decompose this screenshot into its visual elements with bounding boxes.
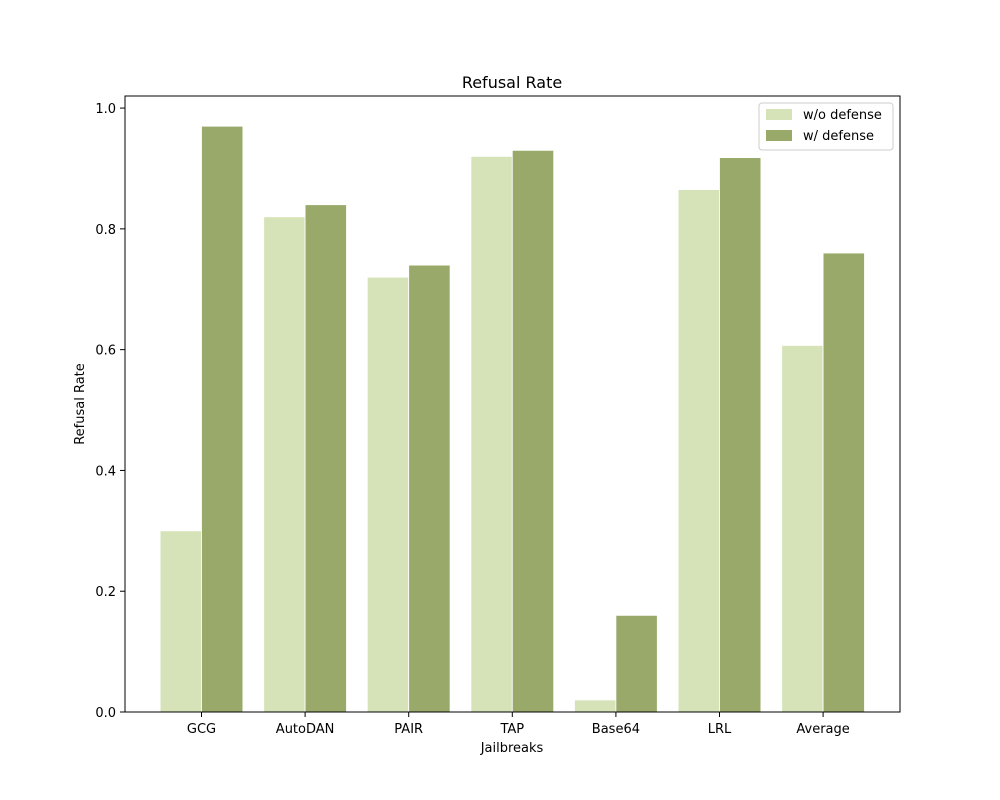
bar-with-defense-pair [408,264,451,713]
legend: w/o defense w/ defense [758,102,894,151]
x-tick-label: Average [796,722,849,737]
bar-without-defense-pair [366,276,410,713]
y-tick-label: 0.8 [95,223,116,238]
bar-without-defense-gcg [159,530,202,713]
bar-with-defense-gcg [201,125,244,713]
bar-with-defense-average [822,252,865,713]
legend-swatch-with-defense [766,130,792,141]
y-axis-label: Refusal Rate [73,363,88,445]
bar-without-defense-average [781,345,824,713]
x-axis-label: Jailbreaks [480,741,544,756]
x-axis: GCG AutoDAN PAIR TAP Base64 LRL Average [187,712,850,737]
y-axis: 0.0 0.2 0.4 0.6 0.8 1.0 [95,102,125,721]
bar-without-defense-base64 [574,699,617,713]
bar-without-defense-lrl [677,189,720,713]
bar-without-defense-tap [470,155,513,713]
x-tick-label: GCG [187,722,216,737]
x-tick-label: PAIR [394,722,423,737]
x-tick-label: AutoDAN [276,722,335,737]
bar-with-defense-lrl [719,157,762,713]
legend-label-without-defense: w/o defense [803,108,882,123]
bar-with-defense-autodan [304,204,347,713]
bar-with-defense-tap [511,149,555,713]
x-tick-label: LRL [708,722,732,737]
x-tick-label: TAP [499,722,524,737]
x-tick-label: Base64 [592,722,640,737]
bar-without-defense-autodan [263,216,306,713]
bars-layer [159,125,865,713]
y-tick-label: 1.0 [95,102,116,117]
bar-with-defense-base64 [615,614,658,713]
legend-box [758,102,894,151]
y-tick-label: 0.6 [95,344,116,359]
legend-label-with-defense: w/ defense [803,129,874,144]
y-tick-label: 0.0 [95,706,116,721]
y-tick-label: 0.4 [95,464,116,479]
y-tick-label: 0.2 [95,585,116,600]
legend-swatch-without-defense [766,109,792,120]
chart-title: Refusal Rate [462,73,562,92]
